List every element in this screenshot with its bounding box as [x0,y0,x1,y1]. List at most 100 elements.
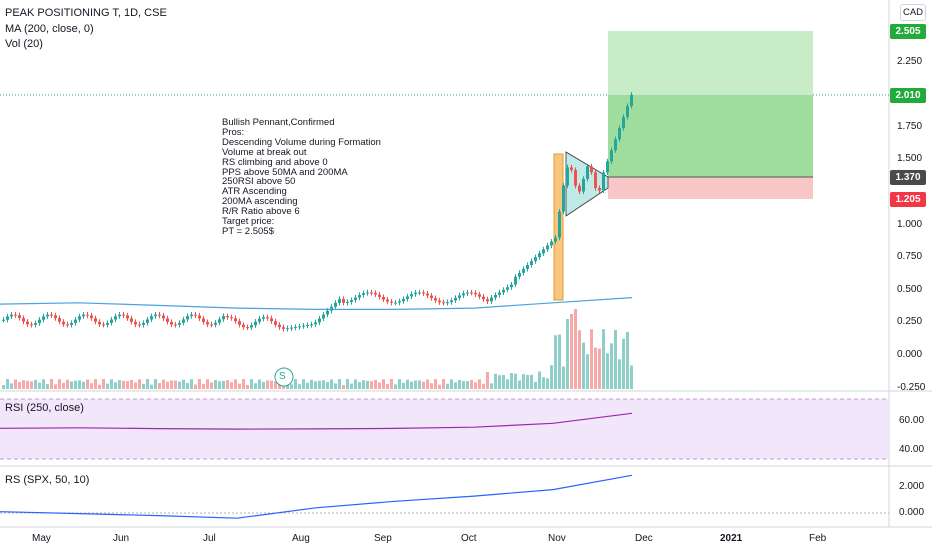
candle [294,326,297,328]
volume-bar [386,384,389,389]
split-marker[interactable] [274,367,294,387]
volume-bar [114,382,117,389]
indicator-tick: 40.00 [899,444,925,455]
candle [426,293,429,296]
candle [578,185,581,192]
candle [14,314,17,316]
candle [358,295,361,298]
candle [362,293,365,296]
candle [166,318,169,322]
volume-bar [442,379,445,389]
volume-bar [270,380,273,389]
volume-bar [594,347,597,389]
candle [78,316,81,320]
position-price-badge: 1.370 [890,170,926,185]
candle [626,105,629,118]
candle [594,172,597,188]
candle [286,328,289,330]
volume-bar [70,381,73,389]
volume-bar [162,379,165,389]
candle [386,299,389,302]
indicator-tick: 0.000 [899,507,925,518]
volume-bar [514,373,517,389]
volume-bar [82,381,85,389]
candle [90,315,93,319]
volume-bar [290,384,293,389]
pennant-shape [565,151,609,217]
candle [442,302,445,304]
volume-bar [298,384,301,389]
volume-bar [430,383,433,389]
volume-bar [494,373,497,389]
volume-bar [610,343,613,389]
candle [38,319,41,324]
symbol-title[interactable]: PEAK POSITIONING T, 1D, CSE [5,7,167,19]
candle [298,326,301,328]
price-tick: 1.750 [897,120,923,132]
rs-legend[interactable]: RS (SPX, 50, 10) [5,474,90,486]
volume-bar [158,383,161,389]
annotation-line: Descending Volume during Formation [222,136,381,148]
volume-bar [482,383,485,389]
candle [270,318,273,322]
volume-bar [86,379,89,389]
time-tick: Aug [292,533,310,544]
volume-bar [450,379,453,389]
volume-bar [310,379,313,389]
candle [170,321,173,325]
volume-bar [370,381,373,389]
volume-bar [142,383,145,389]
candle [462,293,465,296]
volume-bar [214,379,217,389]
candle [118,314,121,317]
candle [130,318,133,322]
volume-bar [406,379,409,389]
volume-bar [202,383,205,389]
candle [18,315,21,319]
volume-bar [390,379,393,389]
volume-bar [630,365,633,389]
volume-bar [50,379,53,389]
volume-bar [258,379,261,389]
candle [630,94,633,106]
candle [46,314,49,317]
currency-button[interactable]: CAD [900,4,926,21]
volume-bar [322,380,325,389]
candle [82,314,85,317]
candle [102,324,105,326]
candle [310,324,313,326]
candle [458,295,461,298]
vol-legend[interactable]: Vol (20) [5,38,43,50]
rsi-legend[interactable]: RSI (250, close) [5,402,84,414]
volume-bar [550,365,553,389]
candle [434,298,437,301]
volume-bar [178,381,181,389]
candle [202,318,205,323]
volume-bar [106,383,109,389]
volume-bar [598,348,601,389]
candle [370,292,373,294]
volume-bar [98,384,101,389]
candle [494,295,497,298]
candle [266,317,269,319]
volume-bar [334,383,337,389]
volume-bar [462,381,465,389]
candle [546,245,549,250]
volume-bar [554,335,557,389]
candle [30,324,33,326]
ma-legend[interactable]: MA (200, close, 0) [5,23,94,35]
volume-bar [502,375,505,389]
volume-bar [346,379,349,389]
volume-bar [446,383,449,389]
candle [154,314,157,317]
candle [66,324,69,326]
annotation-text: Bullish Pennant,Confirmed Pros: Descending… [222,118,381,237]
volume-bar [26,380,29,389]
rsi-band [0,399,889,459]
volume-bar [566,319,569,389]
volume-bar [454,382,457,389]
volume-bar [10,383,13,389]
candle [502,289,505,293]
candle [86,314,89,316]
candle [330,306,333,311]
